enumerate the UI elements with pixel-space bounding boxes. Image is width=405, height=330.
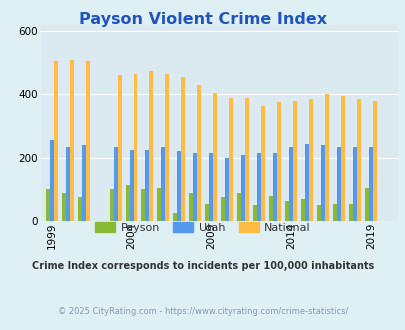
Bar [117, 76, 121, 221]
Bar [237, 193, 241, 221]
Bar [316, 205, 320, 221]
Bar [81, 145, 85, 221]
Bar [336, 147, 340, 221]
Bar [352, 147, 356, 221]
Bar [209, 153, 213, 221]
Bar [70, 60, 74, 221]
Bar [149, 71, 153, 221]
Bar [288, 147, 292, 221]
Bar [368, 147, 372, 221]
Text: Crime Index corresponds to incidents per 100,000 inhabitants: Crime Index corresponds to incidents per… [32, 261, 373, 271]
Bar [177, 151, 181, 221]
Bar [193, 153, 197, 221]
Bar [276, 102, 280, 221]
Bar [284, 201, 288, 221]
Bar [304, 144, 308, 221]
Bar [125, 185, 129, 221]
Bar [173, 213, 177, 221]
Bar [181, 77, 185, 221]
Bar [245, 98, 249, 221]
Bar [324, 94, 328, 221]
Bar [66, 147, 70, 221]
Bar [109, 189, 113, 221]
Bar [300, 199, 304, 221]
Bar [165, 74, 169, 221]
Text: © 2025 CityRating.com - https://www.cityrating.com/crime-statistics/: © 2025 CityRating.com - https://www.city… [58, 307, 347, 316]
Bar [113, 147, 117, 221]
Bar [356, 99, 360, 221]
Bar [256, 153, 260, 221]
Bar [225, 158, 229, 221]
Bar [292, 101, 296, 221]
Bar [221, 197, 225, 221]
Bar [157, 188, 161, 221]
Bar [77, 197, 81, 221]
Bar [213, 93, 217, 221]
Bar [372, 101, 376, 221]
Bar [340, 96, 344, 221]
Bar [241, 154, 245, 221]
Bar [189, 193, 193, 221]
Bar [53, 61, 58, 221]
Bar [141, 189, 145, 221]
Bar [348, 204, 352, 221]
Bar [273, 153, 276, 221]
Bar [364, 188, 368, 221]
Bar [205, 204, 209, 221]
Bar [308, 99, 312, 221]
Bar [145, 150, 149, 221]
Bar [133, 74, 137, 221]
Bar [269, 196, 273, 221]
Bar [252, 205, 256, 221]
Bar [197, 85, 201, 221]
Bar [332, 204, 336, 221]
Bar [161, 147, 165, 221]
Bar [85, 61, 90, 221]
Legend: Payson, Utah, National: Payson, Utah, National [90, 217, 315, 237]
Bar [320, 145, 324, 221]
Bar [260, 106, 264, 221]
Bar [229, 98, 232, 221]
Text: Payson Violent Crime Index: Payson Violent Crime Index [79, 12, 326, 26]
Bar [62, 193, 66, 221]
Bar [50, 140, 53, 221]
Bar [129, 150, 133, 221]
Bar [46, 189, 50, 221]
